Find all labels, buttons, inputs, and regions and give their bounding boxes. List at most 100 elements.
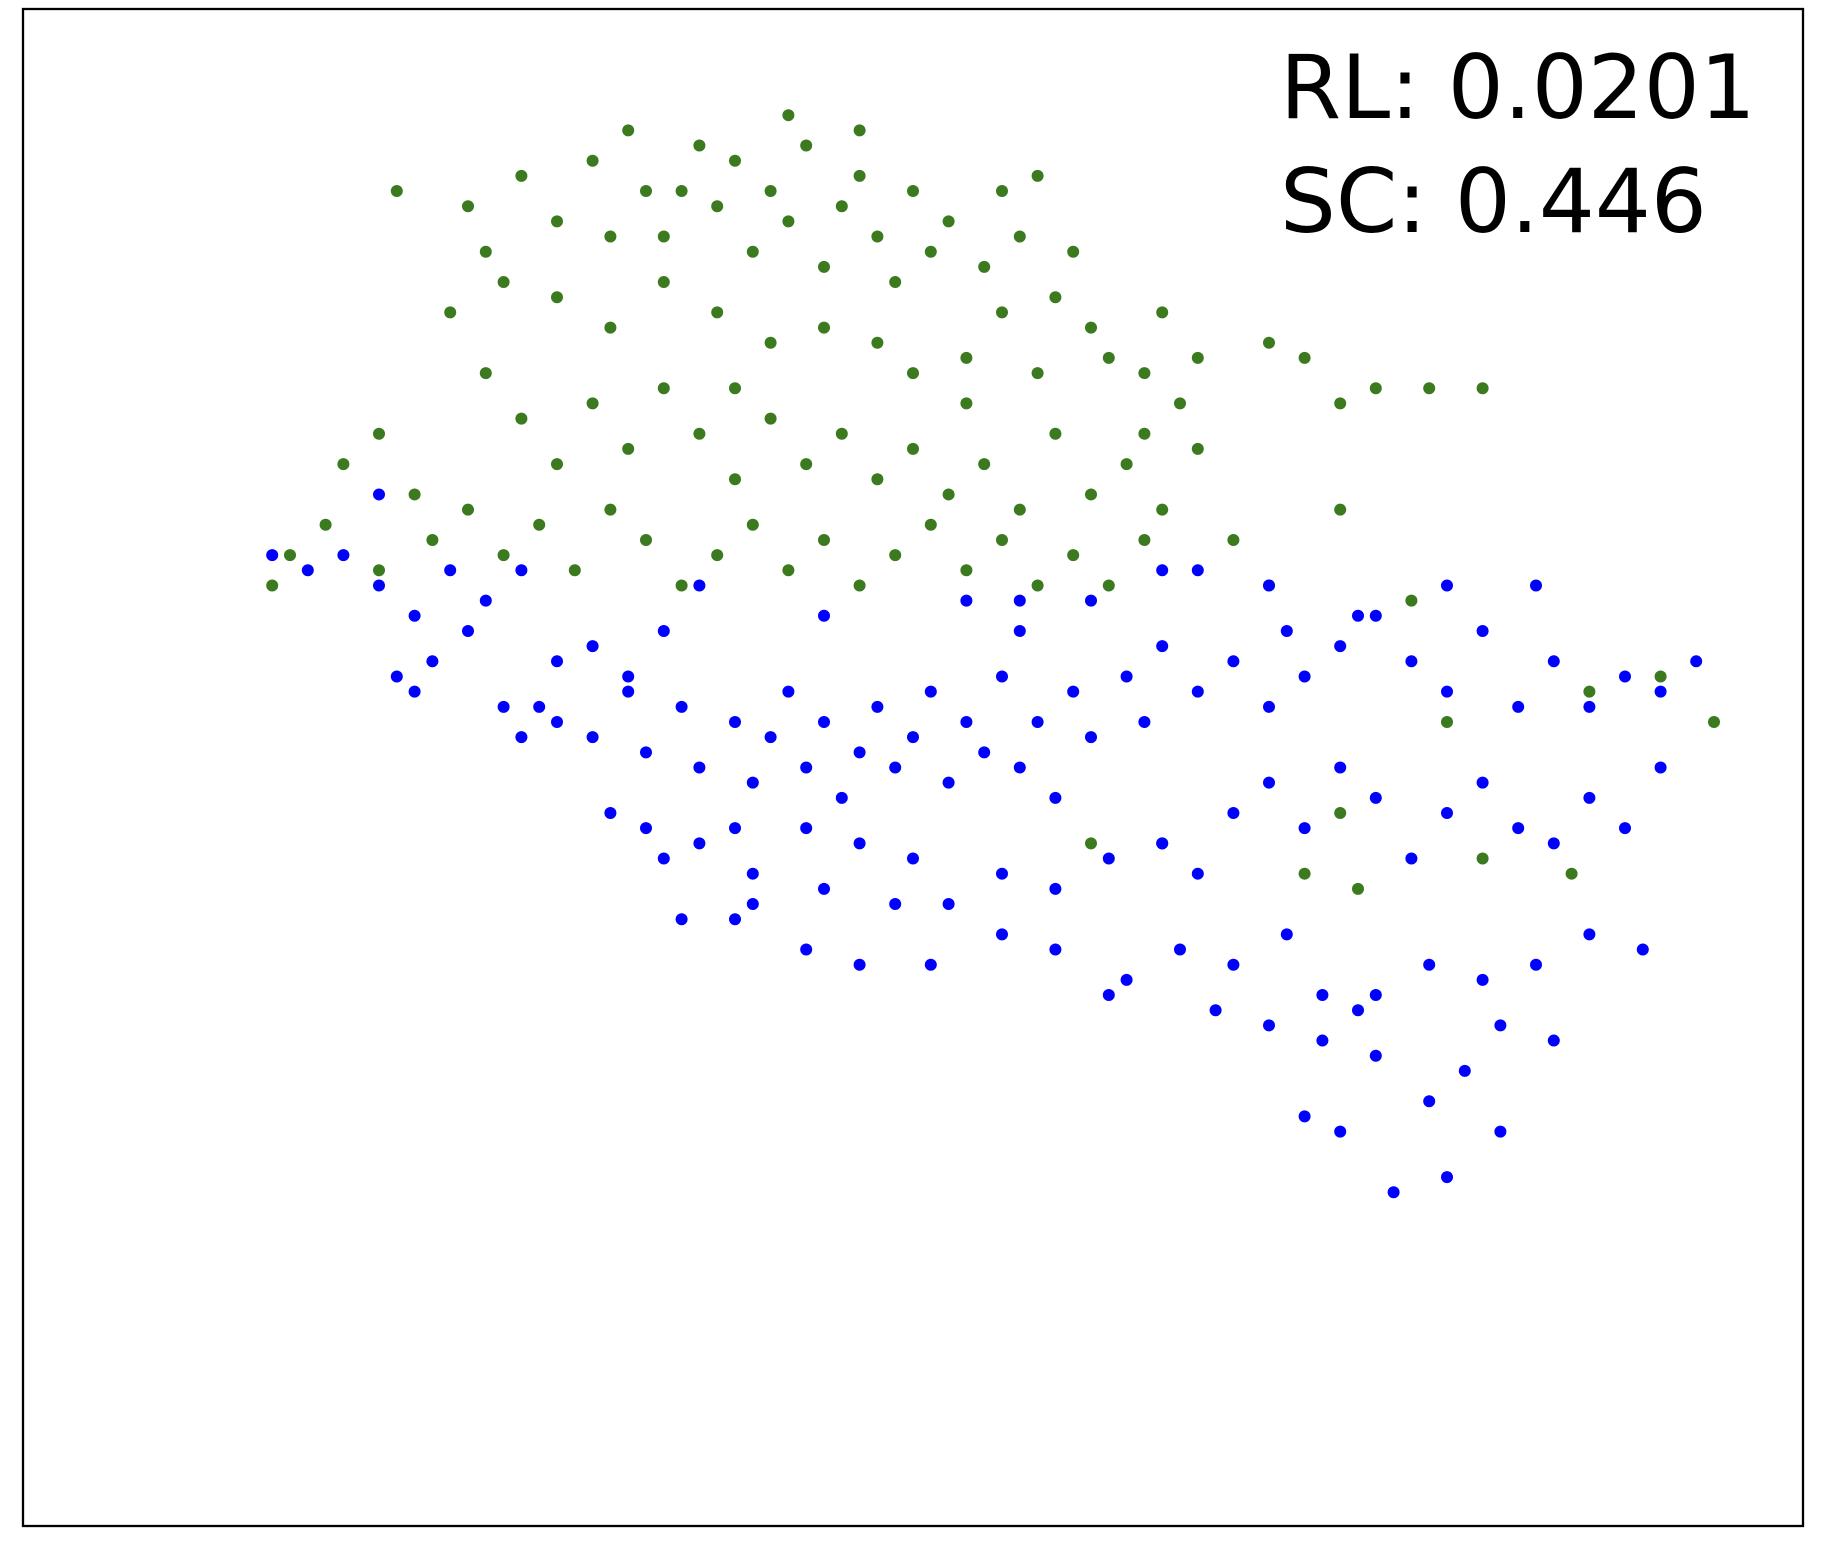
point — [675, 185, 688, 198]
point — [1156, 837, 1169, 850]
point — [1227, 655, 1240, 668]
point — [284, 549, 296, 562]
point — [462, 624, 474, 637]
point — [657, 276, 670, 289]
point — [1636, 943, 1649, 956]
point — [924, 245, 937, 258]
point — [853, 958, 866, 971]
point — [1085, 488, 1097, 501]
point — [907, 185, 919, 198]
point — [729, 822, 741, 835]
plot-frame — [21, 7, 1805, 1528]
point — [800, 822, 813, 835]
point — [1423, 1095, 1436, 1108]
point — [408, 685, 421, 698]
point — [871, 700, 884, 713]
point — [1227, 958, 1240, 971]
point — [497, 700, 510, 713]
point — [479, 245, 492, 258]
point — [1405, 594, 1418, 607]
point — [604, 807, 617, 820]
point — [978, 746, 991, 759]
point — [1138, 427, 1151, 440]
point — [390, 670, 403, 683]
point — [657, 382, 670, 395]
point — [1654, 670, 1667, 683]
point — [1120, 973, 1133, 986]
point — [551, 715, 563, 728]
point — [1530, 958, 1542, 971]
point — [1120, 458, 1133, 471]
point — [1316, 1034, 1329, 1047]
point — [319, 518, 332, 531]
point — [337, 549, 350, 562]
point — [1174, 397, 1186, 410]
point — [533, 700, 546, 713]
point — [871, 473, 884, 486]
point — [782, 564, 795, 577]
point — [853, 169, 866, 182]
point — [1334, 807, 1347, 820]
annotation: RL: 0.0201 — [1280, 36, 1756, 139]
point — [479, 367, 492, 380]
point — [1085, 731, 1097, 744]
point — [782, 685, 795, 698]
point — [515, 412, 528, 425]
point — [1013, 624, 1026, 637]
point — [622, 124, 635, 137]
point — [337, 458, 350, 471]
point — [1280, 624, 1293, 637]
point — [1494, 1019, 1507, 1032]
point — [1138, 533, 1151, 546]
point — [1031, 367, 1044, 380]
point — [426, 655, 439, 668]
point — [942, 488, 955, 501]
point — [818, 882, 830, 895]
point — [1476, 382, 1489, 395]
point — [1352, 882, 1364, 895]
point — [1102, 579, 1115, 592]
point — [1583, 791, 1596, 804]
point — [693, 427, 706, 440]
point — [960, 715, 973, 728]
point — [586, 154, 599, 167]
point — [1583, 685, 1596, 698]
point — [1690, 655, 1703, 668]
point — [1441, 1171, 1453, 1184]
point — [1298, 670, 1311, 683]
point — [711, 200, 724, 213]
point — [871, 230, 884, 243]
point — [942, 898, 955, 911]
point — [1423, 958, 1436, 971]
point — [1263, 579, 1275, 592]
point — [1352, 609, 1364, 622]
point — [551, 291, 563, 304]
point — [746, 518, 759, 531]
point — [853, 124, 866, 137]
point — [1654, 685, 1667, 698]
point — [1156, 564, 1169, 577]
point — [1583, 700, 1596, 713]
point — [978, 260, 991, 273]
point — [1423, 382, 1436, 395]
point — [1191, 867, 1204, 880]
point — [1191, 351, 1204, 364]
point — [746, 898, 759, 911]
point — [1102, 351, 1115, 364]
point — [533, 518, 546, 531]
point — [924, 685, 937, 698]
point — [1334, 640, 1347, 653]
point — [853, 746, 866, 759]
point — [746, 245, 759, 258]
point — [497, 549, 510, 562]
point — [1085, 321, 1097, 334]
point — [657, 230, 670, 243]
point — [1263, 1019, 1275, 1032]
point — [373, 564, 385, 577]
point — [675, 579, 688, 592]
point — [835, 791, 848, 804]
point — [818, 533, 830, 546]
point — [586, 731, 599, 744]
point — [1120, 670, 1133, 683]
point — [373, 488, 385, 501]
